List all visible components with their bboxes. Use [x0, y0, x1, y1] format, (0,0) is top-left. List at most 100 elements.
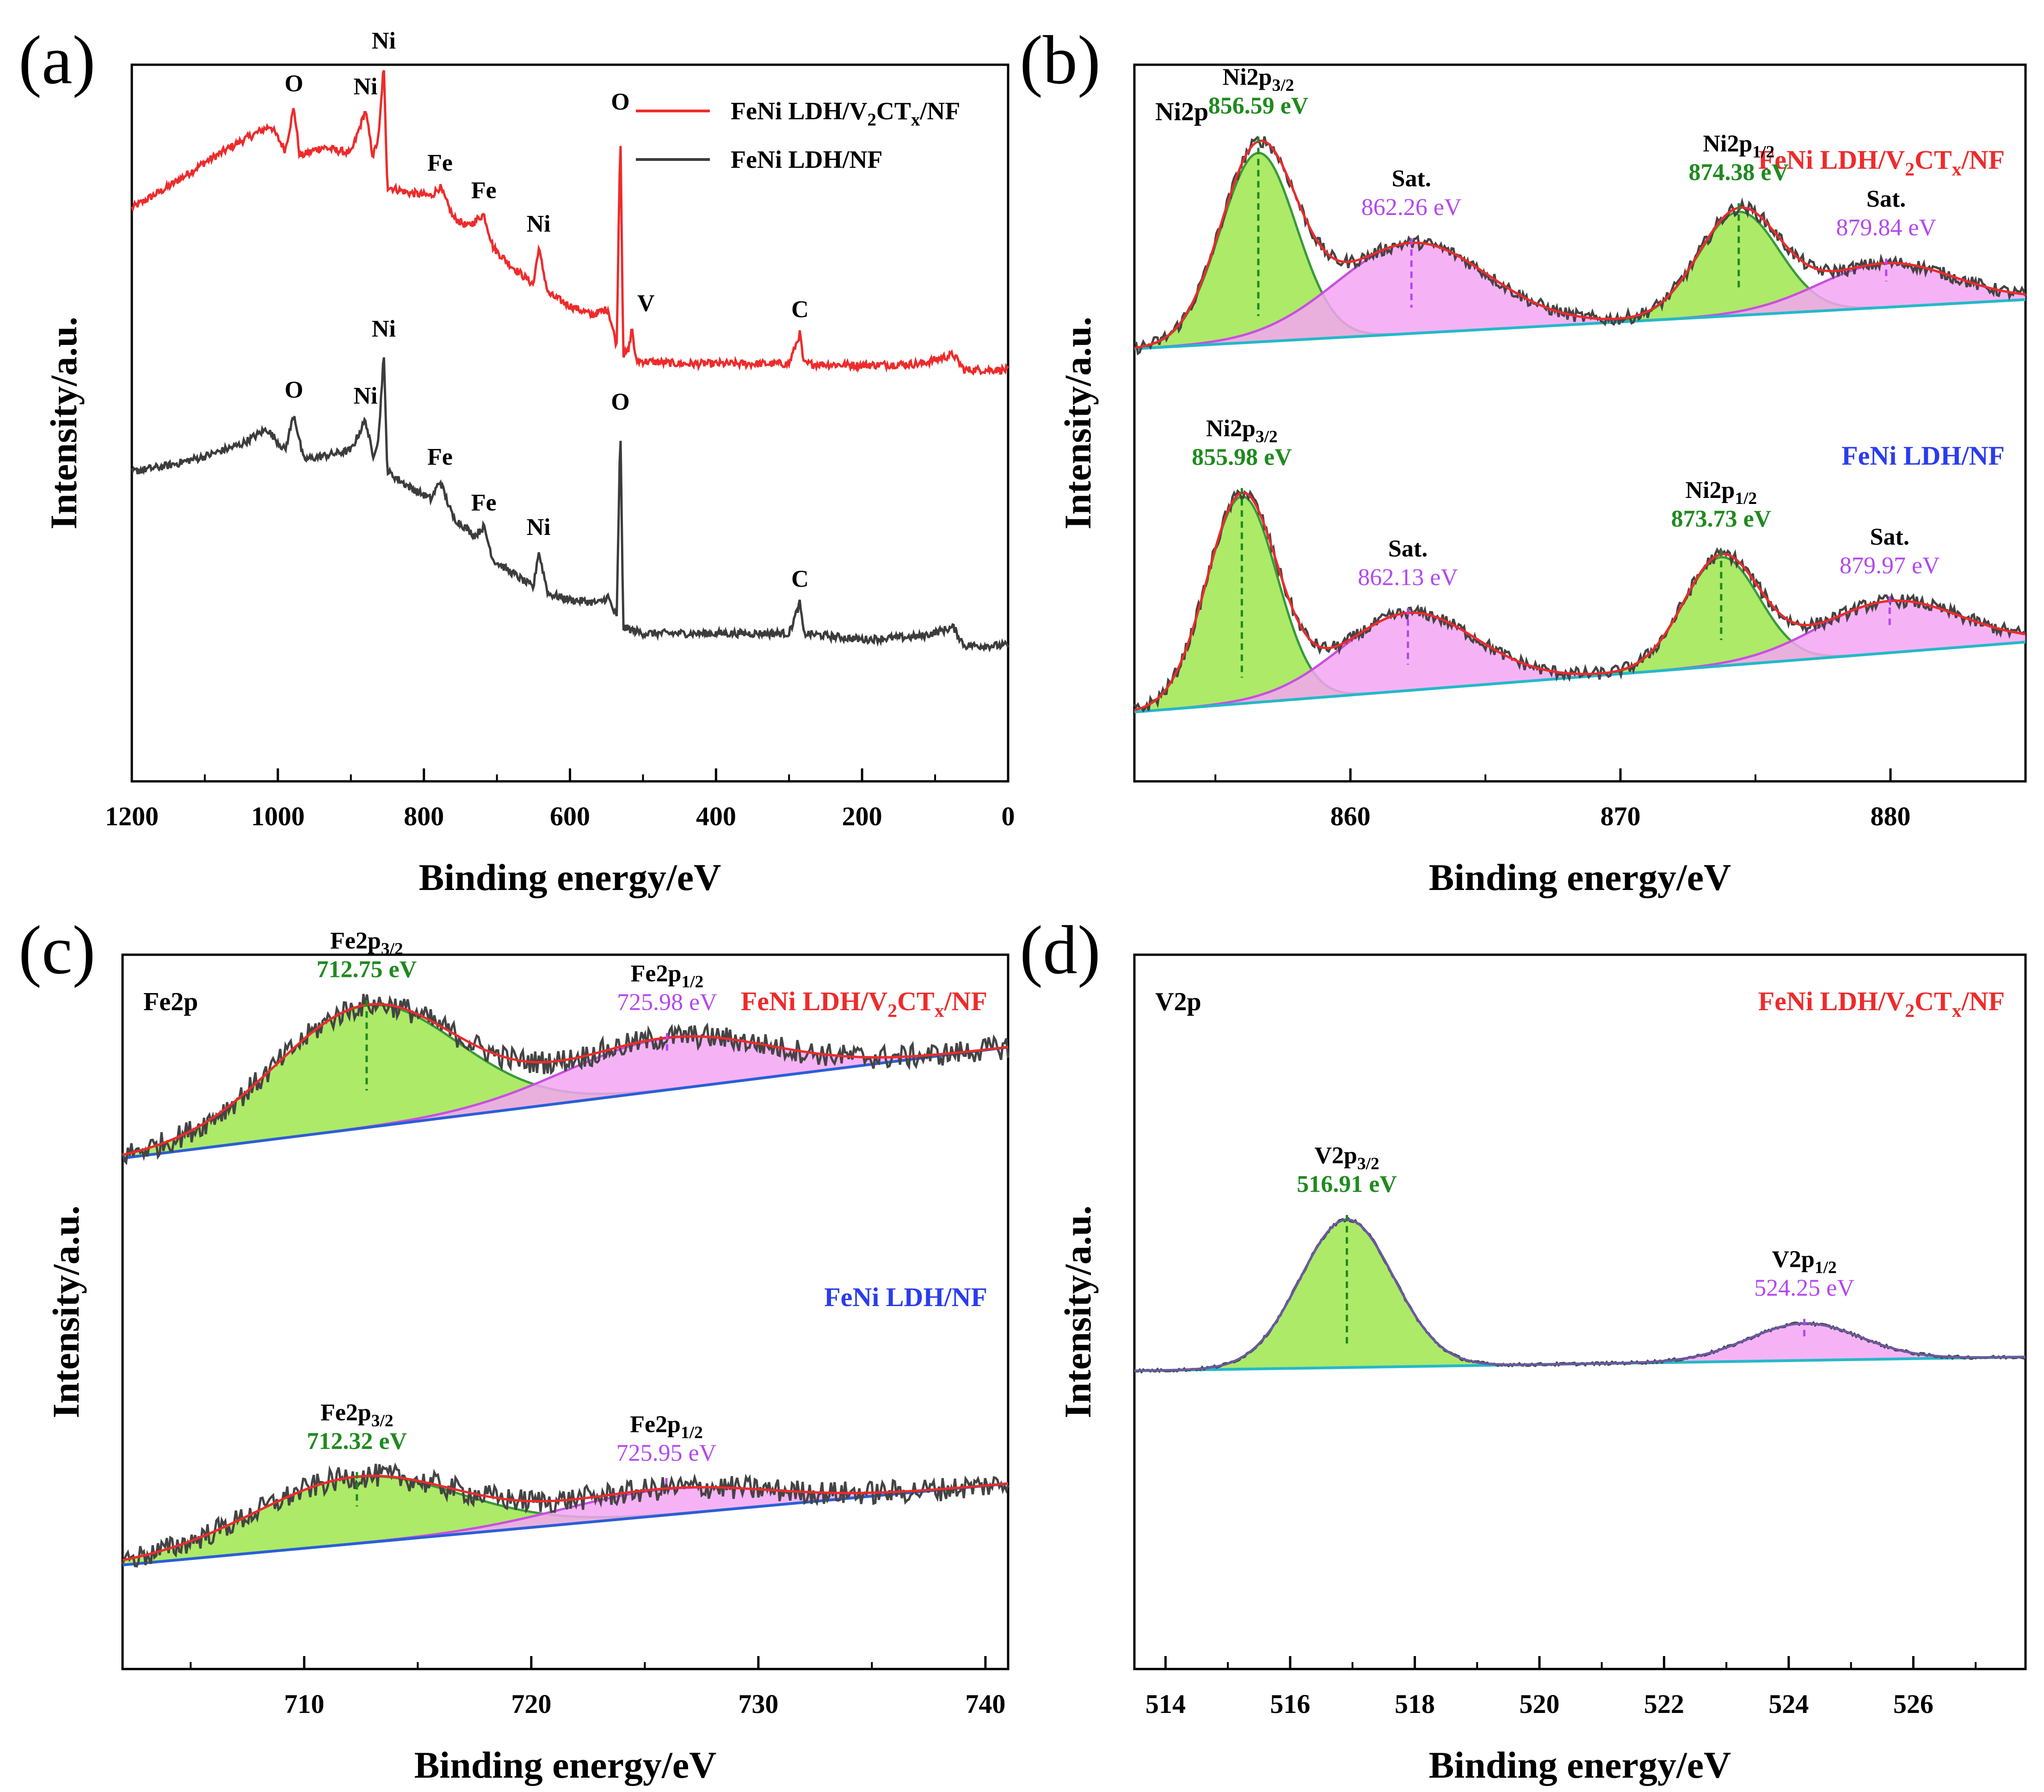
x-tick-label: 870: [1601, 801, 1641, 831]
peak-energy: 862.26 eV: [1361, 194, 1462, 221]
sample-name: FeNi LDH/V2CTx/NF: [741, 986, 987, 1022]
peak-annotation: Ni: [372, 316, 396, 342]
peak-energy: 874.38 eV: [1689, 159, 1789, 185]
peak-energy: 516.91 eV: [1297, 1171, 1397, 1197]
peak-energy: 855.98 eV: [1192, 444, 1292, 471]
fit-component-area: [1134, 613, 2026, 712]
peak-label: Sat.: [1866, 186, 1906, 212]
x-tick-label: 880: [1871, 801, 1911, 831]
peak-label: Ni2p3/2: [1206, 416, 1278, 447]
x-axis-label: Binding energy/eV: [1429, 1744, 1731, 1786]
peak-energy: 879.84 eV: [1836, 215, 1936, 241]
peak-energy: 873.73 eV: [1671, 506, 1772, 532]
survey-series-line: [130, 70, 1010, 376]
fit-component-area: [123, 1037, 1008, 1158]
peak-annotation: O: [611, 389, 629, 415]
panel-label: (d): [1020, 912, 1101, 988]
fit-component-area: [1134, 153, 2026, 349]
survey-series-line: [130, 357, 1010, 653]
peak-annotation: Fe: [471, 177, 497, 203]
x-tick-label: 520: [1519, 1689, 1559, 1719]
peak-energy: 725.95 eV: [616, 1440, 717, 1466]
region-label: V2p: [1155, 988, 1201, 1016]
peak-label: Ni2p3/2: [1223, 64, 1294, 95]
panel-b: (b) Binding energy/eV Intensity/a.u. Ni2p 86…: [1020, 22, 2027, 898]
panel-label: (c): [18, 912, 95, 988]
y-axis-label: Intensity/a.u.: [1057, 317, 1099, 529]
legend-label: FeNi LDH/V2CTx/NF: [731, 97, 960, 130]
peak-annotation: O: [284, 70, 303, 97]
x-tick-label: 516: [1270, 1689, 1310, 1719]
fit-component-area: [123, 1005, 1008, 1158]
fit-envelope-line: [122, 1003, 1009, 1156]
fit-component-area: [1134, 1219, 2026, 1371]
panel-label: (b): [1020, 22, 1101, 98]
peak-label: Sat.: [1388, 536, 1428, 562]
peak-label: V2p1/2: [1772, 1246, 1836, 1277]
x-tick-label: 514: [1145, 1689, 1186, 1719]
x-axis-label: Binding energy/eV: [414, 1744, 717, 1786]
peak-label: Fe2p1/2: [631, 960, 704, 991]
fit-component-area: [1134, 496, 2026, 712]
panel-label: (a): [18, 22, 95, 98]
peak-annotation: Fe: [471, 490, 497, 516]
fit-background-line: [1134, 298, 2026, 350]
sample-name: FeNi LDH/NF: [824, 1282, 987, 1312]
fit-envelope-line: [1134, 139, 2026, 349]
x-tick-label: 400: [696, 801, 736, 831]
x-axis-label: Binding energy/eV: [419, 856, 721, 898]
panel-c: (c) Binding energy/eV Intensity/a.u. Fe2p 71…: [18, 912, 1010, 1786]
legend-label: FeNi LDH/NF: [731, 146, 882, 173]
x-tick-label: 730: [738, 1689, 778, 1719]
peak-annotation: Ni: [353, 383, 377, 409]
y-axis-label: Intensity/a.u.: [43, 317, 85, 529]
peak-annotation: O: [284, 377, 303, 403]
y-axis-label: Intensity/a.u.: [45, 1205, 87, 1418]
x-tick-label: 522: [1644, 1689, 1684, 1719]
peak-annotation: Ni: [527, 514, 551, 540]
peak-label: Sat.: [1870, 524, 1909, 550]
peak-energy: 879.97 eV: [1840, 552, 1940, 579]
peak-annotation: C: [791, 566, 809, 592]
peak-energy: 862.13 eV: [1358, 565, 1458, 591]
peak-label: Fe2p1/2: [630, 1411, 703, 1442]
fit-background-line: [122, 1046, 1009, 1160]
peak-label: Sat.: [1391, 166, 1431, 192]
sample-name: FeNi LDH/V2CTx/NF: [1758, 145, 2005, 180]
peak-annotation: Ni: [372, 28, 396, 54]
x-tick-label: 600: [550, 801, 590, 831]
x-tick-label: 720: [511, 1689, 551, 1719]
peak-annotation: Fe: [427, 150, 453, 176]
fit-envelope-line: [1134, 1218, 2026, 1372]
panel-d: (d) Binding energy/eV Intensity/a.u. V2p 514…: [1020, 912, 2027, 1786]
x-tick-label: 800: [404, 801, 444, 831]
peak-label: Ni2p1/2: [1686, 477, 1757, 508]
x-tick-label: 860: [1330, 801, 1371, 831]
x-tick-label: 524: [1768, 1689, 1809, 1719]
x-axis-label: Binding energy/eV: [1429, 856, 1731, 898]
peak-energy: 725.98 eV: [617, 989, 717, 1015]
fit-component-area: [1134, 243, 2026, 349]
peak-energy: 712.32 eV: [307, 1428, 407, 1454]
x-tick-label: 1200: [105, 801, 159, 831]
peak-energy: 524.25 eV: [1754, 1275, 1854, 1301]
fit-envelope-line: [1134, 491, 2026, 712]
region-label: Fe2p: [143, 988, 198, 1016]
y-axis-label: Intensity/a.u.: [1057, 1205, 1099, 1418]
fit-envelope-line: [122, 1474, 1009, 1562]
region-label: Ni2p: [1155, 98, 1208, 126]
plot-frame: [121, 953, 1010, 1670]
peak-label: Fe2p3/2: [320, 1399, 394, 1430]
peak-annotation: Fe: [427, 444, 453, 470]
peak-annotation: V: [637, 290, 655, 317]
peak-label: V2p3/2: [1314, 1142, 1379, 1173]
plot-frame: [1133, 953, 2027, 1670]
fit-component-area: [1134, 1323, 2026, 1371]
x-tick-label: 526: [1893, 1689, 1933, 1719]
peak-energy: 712.75 eV: [317, 956, 417, 982]
x-tick-label: 740: [965, 1689, 1005, 1719]
peak-annotation: O: [611, 89, 629, 115]
sample-name: FeNi LDH/NF: [1841, 441, 2005, 471]
fit-component-area: [1134, 601, 2026, 712]
